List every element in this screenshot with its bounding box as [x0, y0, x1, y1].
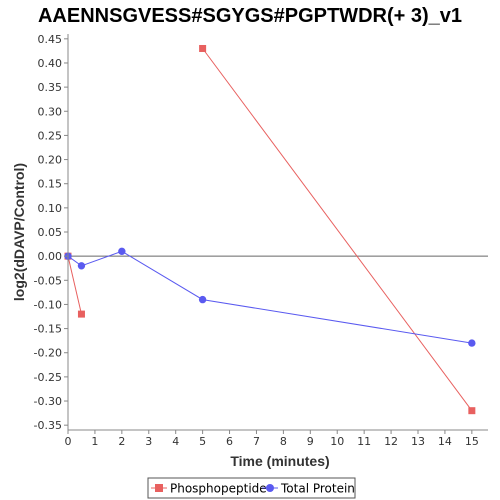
- x-tick-label: 12: [384, 435, 398, 448]
- chart-title: AAENNSGVESS#SGYGS#PGPTWDR(+ 3)_v1: [38, 5, 462, 27]
- x-tick-label: 14: [438, 435, 452, 448]
- legend-box: [147, 477, 356, 499]
- series-group: [64, 44, 476, 415]
- y-tick-label: 0.00: [38, 250, 63, 263]
- x-tick-label: 6: [226, 435, 233, 448]
- y-tick-label: 0.10: [38, 202, 63, 215]
- x-tick-label: 8: [280, 435, 287, 448]
- x-tick-label: 10: [330, 435, 344, 448]
- y-ticks: 0.45 0.40 0.35 0.30 0.25 0.20 0.15 0.10 0.05 0.00…: [34, 33, 68, 432]
- y-axis-label: log2(dDAVP/Control): [11, 163, 27, 301]
- x-tick-label: 5: [199, 435, 206, 448]
- y-tick-label: 0.35: [38, 81, 63, 94]
- x-tick-label: 11: [357, 435, 371, 448]
- y-tick-label: 0.45: [38, 33, 63, 46]
- total-protein-data-point: [468, 339, 476, 347]
- x-tick-label: 1: [91, 435, 98, 448]
- y-tick-label: 0.20: [38, 154, 63, 167]
- x-tick-label: 3: [145, 435, 152, 448]
- y-tick-label: -0.30: [34, 395, 62, 408]
- y-tick-label: 0.15: [38, 178, 63, 191]
- y-tick-label: -0.15: [34, 323, 62, 336]
- legend-total-protein-label: Total Protein: [280, 482, 355, 496]
- y-tick-label: -0.20: [34, 347, 62, 360]
- y-tick-label: -0.05: [34, 274, 62, 287]
- y-tick-label: -0.10: [34, 298, 62, 311]
- total-protein-data-point: [198, 295, 207, 304]
- legend: Phosphopeptide Total Protein: [147, 477, 356, 499]
- x-tick-label: 7: [253, 435, 260, 448]
- x-tick-label: 13: [411, 435, 425, 448]
- x-axis-label: Time (minutes): [230, 453, 329, 469]
- plot-area: [68, 34, 488, 430]
- x-ticks: 0 1 2 3 4 5 6 7 8 9 10 11 12 13 14 15: [65, 430, 479, 448]
- phosphopeptide-series-line: [202, 48, 473, 411]
- legend-phosphopeptide-marker: [155, 484, 163, 492]
- y-tick-label: 0.40: [38, 57, 63, 70]
- y-tick-label: -0.35: [34, 419, 62, 432]
- y-tick-label: 0.25: [38, 129, 63, 142]
- phosphopeptide-data-point: [77, 310, 85, 318]
- y-tick-label: 0.30: [38, 105, 63, 118]
- x-tick-label: 15: [465, 435, 479, 448]
- phosphopeptide-series-line: [67, 256, 82, 315]
- total-protein-data-point: [118, 247, 126, 256]
- x-tick-label: 4: [172, 435, 179, 448]
- phosphopeptide-data-point: [468, 407, 476, 415]
- y-tick-label: -0.25: [34, 371, 62, 384]
- phosphopeptide-data-point: [199, 44, 207, 52]
- x-tick-label: 0: [65, 435, 72, 448]
- x-tick-label: 9: [307, 435, 314, 448]
- legend-total-protein-marker: [266, 484, 274, 492]
- x-tick-label: 2: [118, 435, 125, 448]
- y-tick-label: 0.05: [38, 226, 63, 239]
- total-protein-data-point: [77, 262, 86, 270]
- legend-phosphopeptide-label: Phosphopeptide: [170, 482, 267, 496]
